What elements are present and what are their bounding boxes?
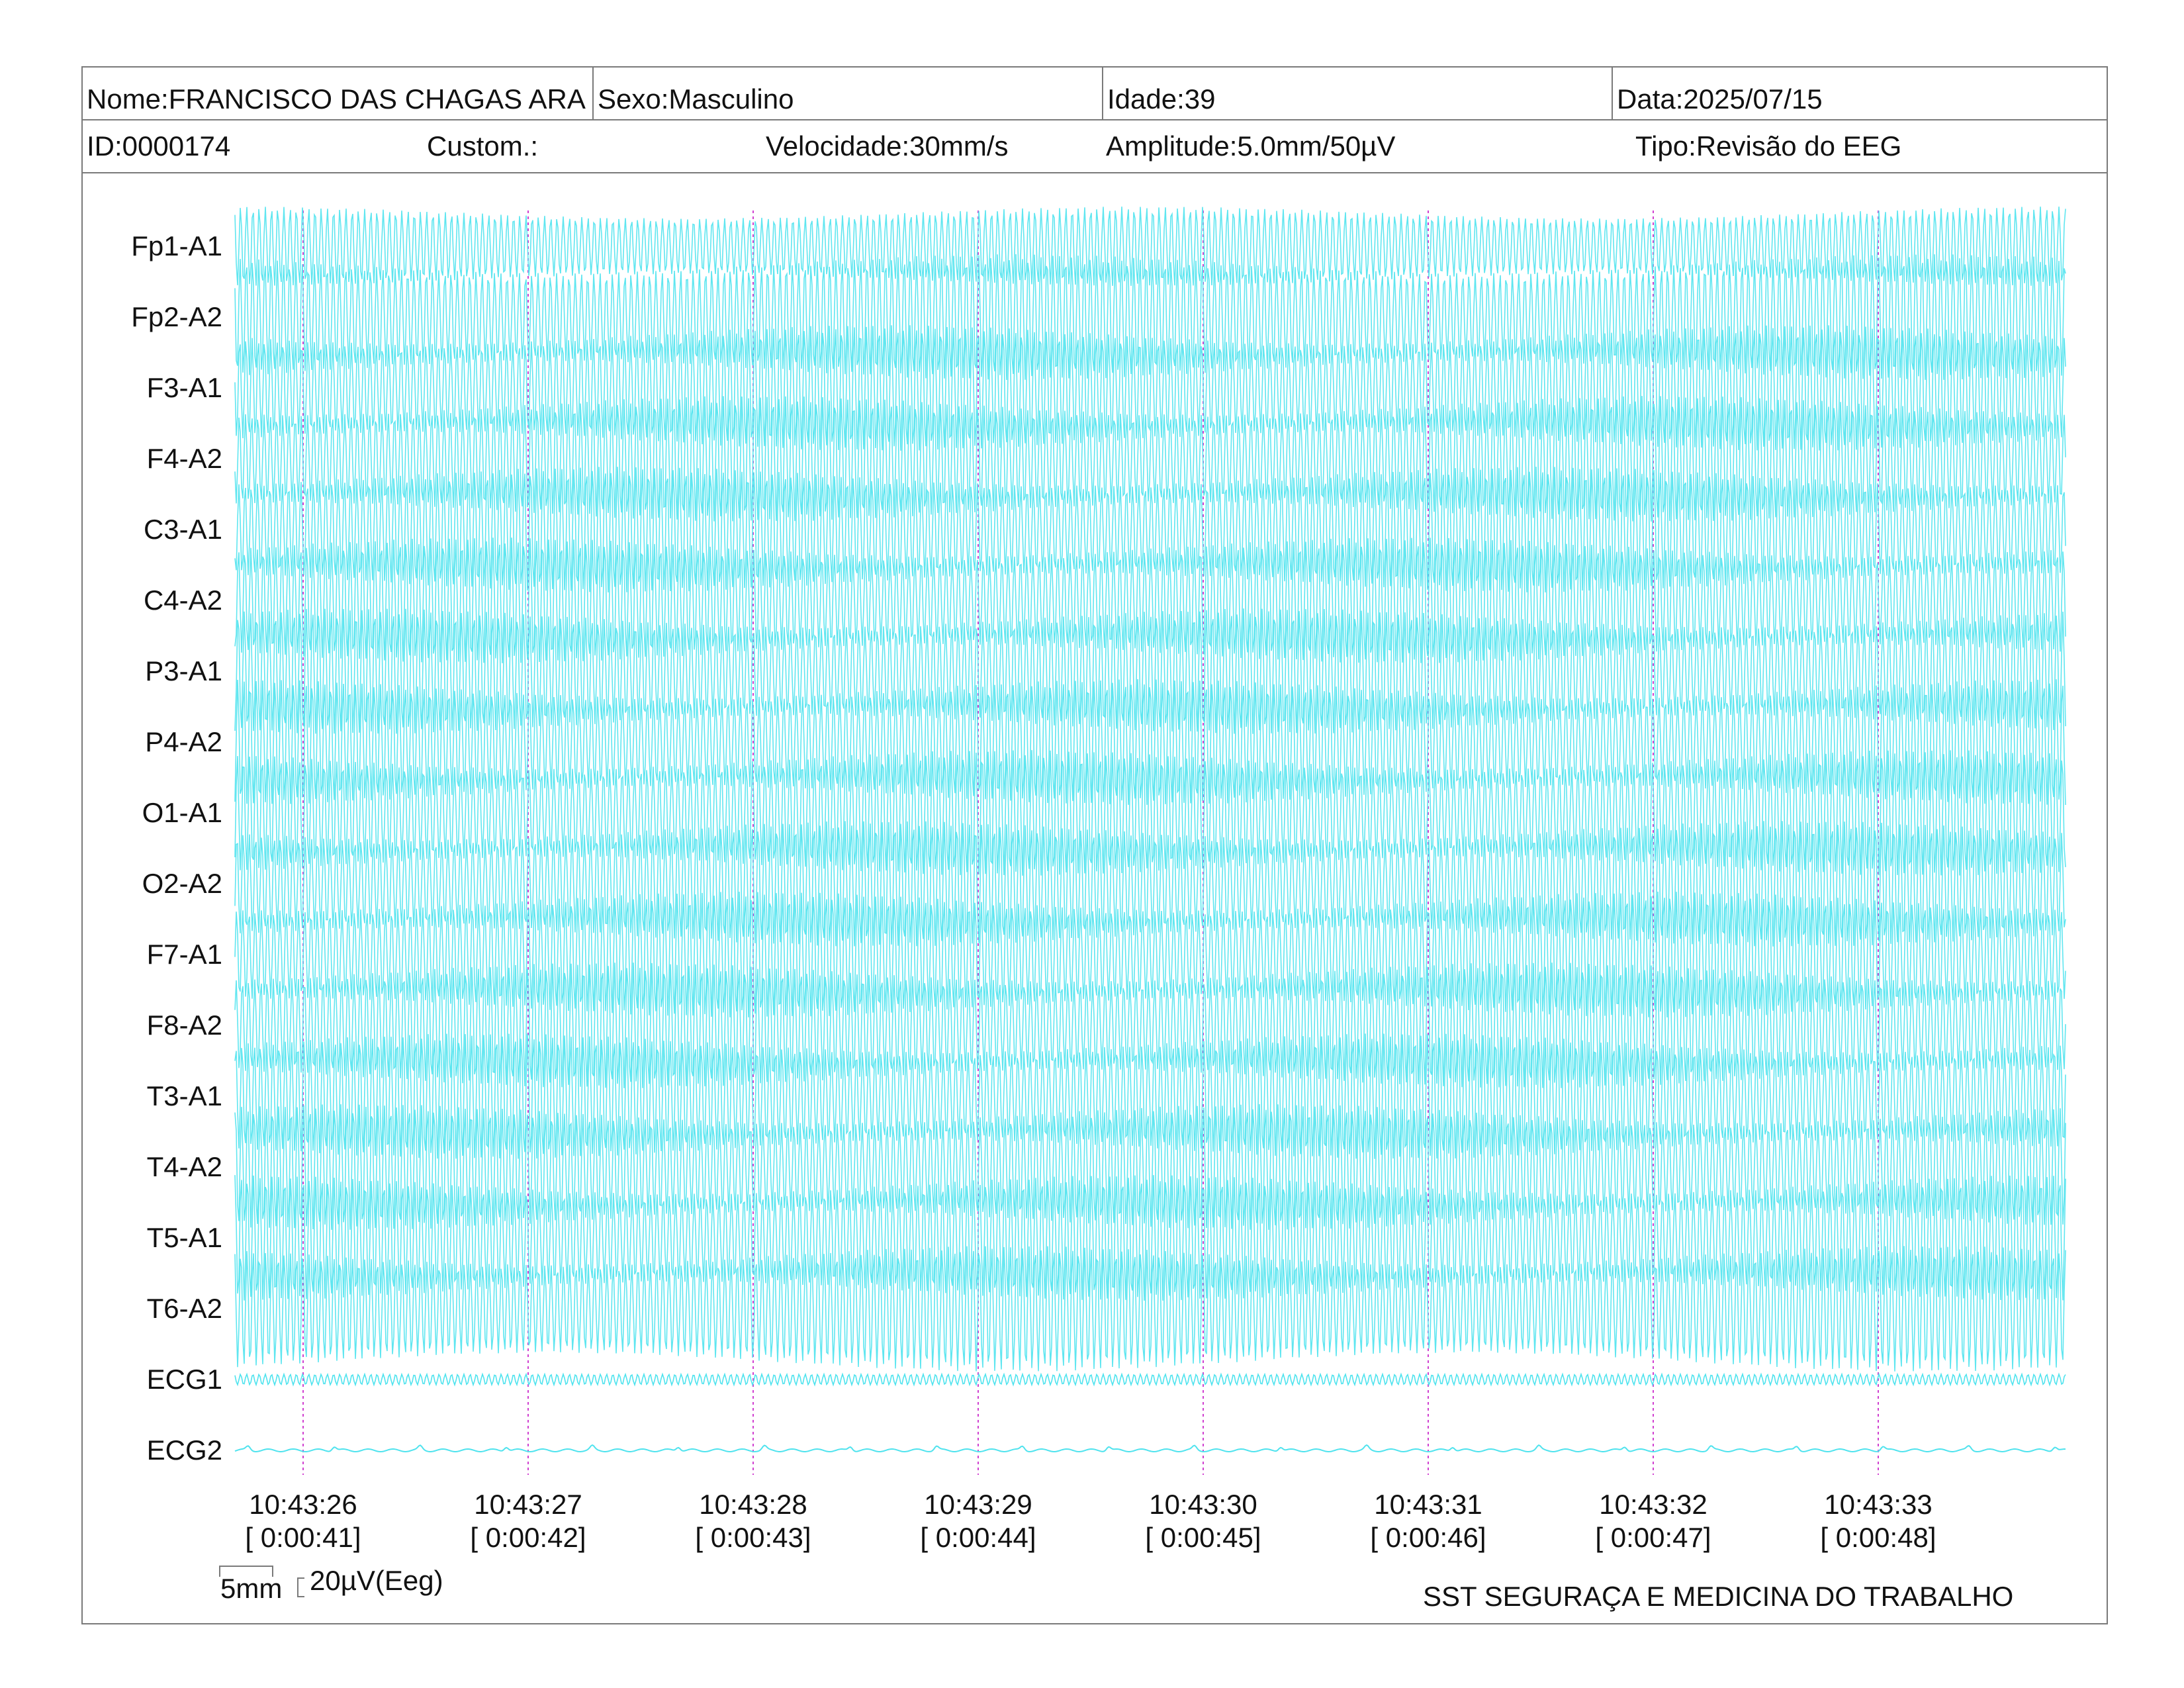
- channel-label: F8-A2: [146, 1009, 222, 1041]
- time-mark: 10:43:26[ 0:00:41]: [224, 1488, 383, 1554]
- time-mark-elapsed: [ 0:00:42]: [470, 1522, 586, 1553]
- channel-trace: [234, 325, 2066, 451]
- amplitude-scale-label: 20µV(Eeg): [310, 1565, 443, 1596]
- time-mark-clock: 10:43:30: [1149, 1489, 1257, 1520]
- channel-trace: [234, 1372, 2066, 1387]
- time-mark-elapsed: [ 0:00:46]: [1370, 1522, 1486, 1553]
- patient-id: ID:0000174: [87, 130, 231, 162]
- channel-trace: [234, 254, 2066, 381]
- time-mark: 10:43:32[ 0:00:47]: [1574, 1488, 1733, 1554]
- channel-label: O2-A2: [142, 868, 222, 899]
- time-mark-clock: 10:43:31: [1374, 1489, 1482, 1520]
- time-mark: 10:43:31[ 0:00:46]: [1349, 1488, 1508, 1554]
- time-mark: 10:43:27[ 0:00:42]: [449, 1488, 608, 1554]
- time-mark-clock: 10:43:26: [249, 1489, 357, 1520]
- channel-trace: [234, 679, 2066, 806]
- channel-label: F4-A2: [146, 443, 222, 474]
- time-scale-label: 5mm: [220, 1573, 283, 1604]
- time-mark: 10:43:28[ 0:00:43]: [674, 1488, 833, 1554]
- channel-trace: [234, 891, 2066, 1018]
- time-mark-clock: 10:43:29: [924, 1489, 1032, 1520]
- time-mark-elapsed: [ 0:00:48]: [1820, 1522, 1936, 1553]
- time-mark-elapsed: [ 0:00:45]: [1145, 1522, 1261, 1553]
- channel-trace: [234, 962, 2066, 1088]
- channel-label: T5-A1: [146, 1222, 222, 1253]
- channel-trace: [234, 1175, 2066, 1301]
- channel-trace: [234, 396, 2066, 522]
- channel-label: O1-A1: [142, 797, 222, 828]
- channel-label: Fp1-A1: [131, 230, 222, 261]
- channel-label: F7-A1: [146, 939, 222, 970]
- channel-label: T4-A2: [146, 1151, 222, 1182]
- exam-type: Tipo:Revisão do EEG: [1635, 130, 1902, 162]
- channel-label: T3-A1: [146, 1080, 222, 1111]
- channel-label: T6-A2: [146, 1293, 222, 1324]
- time-mark-clock: 10:43:32: [1599, 1489, 1707, 1520]
- time-mark-clock: 10:43:28: [699, 1489, 807, 1520]
- time-mark: 10:43:29[ 0:00:44]: [899, 1488, 1058, 1554]
- time-mark: 10:43:30[ 0:00:45]: [1124, 1488, 1283, 1554]
- custom-field: Custom.:: [427, 130, 539, 162]
- time-mark-elapsed: [ 0:00:43]: [695, 1522, 811, 1553]
- channel-trace: [234, 1103, 2066, 1230]
- channel-label: P4-A2: [145, 726, 222, 757]
- channel-label: ECG1: [146, 1364, 222, 1395]
- channel-trace: [234, 538, 2066, 663]
- channel-label: C4-A2: [143, 585, 222, 616]
- time-mark-elapsed: [ 0:00:44]: [920, 1522, 1036, 1553]
- channel-trace: [234, 821, 2066, 947]
- time-mark-elapsed: [ 0:00:47]: [1595, 1522, 1711, 1553]
- channel-trace: [234, 207, 2066, 287]
- channel-trace: [234, 608, 2066, 734]
- report-frame: Nome:FRANCISCO DAS CHAGAS ARA Sexo:Mascu…: [81, 66, 2108, 1624]
- scale-bar-icon: [219, 1566, 304, 1597]
- patient-name: Nome:FRANCISCO DAS CHAGAS ARA: [87, 83, 586, 115]
- amplitude-setting: Amplitude:5.0mm/50µV: [1106, 130, 1396, 162]
- channel-label: C3-A1: [143, 514, 222, 545]
- channel-trace: [234, 1246, 2066, 1372]
- company-footer: SST SEGURAÇA E MEDICINA DO TRABALHO: [1423, 1581, 2014, 1612]
- header-row-recording: ID:0000174 Custom.: Velocidade:30mm/s Am…: [83, 120, 2107, 173]
- record-date: Data:2025/07/15: [1612, 68, 2107, 119]
- channel-trace: [234, 750, 2066, 876]
- channel-trace: [234, 1444, 2066, 1453]
- patient-sex: Sexo:Masculino: [592, 68, 1102, 119]
- time-mark-clock: 10:43:27: [474, 1489, 582, 1520]
- channel-label: P3-A1: [145, 655, 222, 686]
- header-row-patient: Nome:FRANCISCO DAS CHAGAS ARA Sexo:Mascu…: [83, 68, 2107, 120]
- channel-trace: [234, 466, 2066, 593]
- channel-label: F3-A1: [146, 372, 222, 403]
- time-mark-clock: 10:43:33: [1824, 1489, 1933, 1520]
- channel-label: ECG2: [146, 1434, 222, 1466]
- patient-age: Idade:39: [1102, 68, 1612, 119]
- channel-label: Fp2-A2: [131, 301, 222, 332]
- channel-trace: [234, 1033, 2066, 1159]
- speed-setting: Velocidade:30mm/s: [766, 130, 1009, 162]
- time-mark-elapsed: [ 0:00:41]: [245, 1522, 361, 1553]
- time-mark: 10:43:33[ 0:00:48]: [1799, 1488, 1958, 1554]
